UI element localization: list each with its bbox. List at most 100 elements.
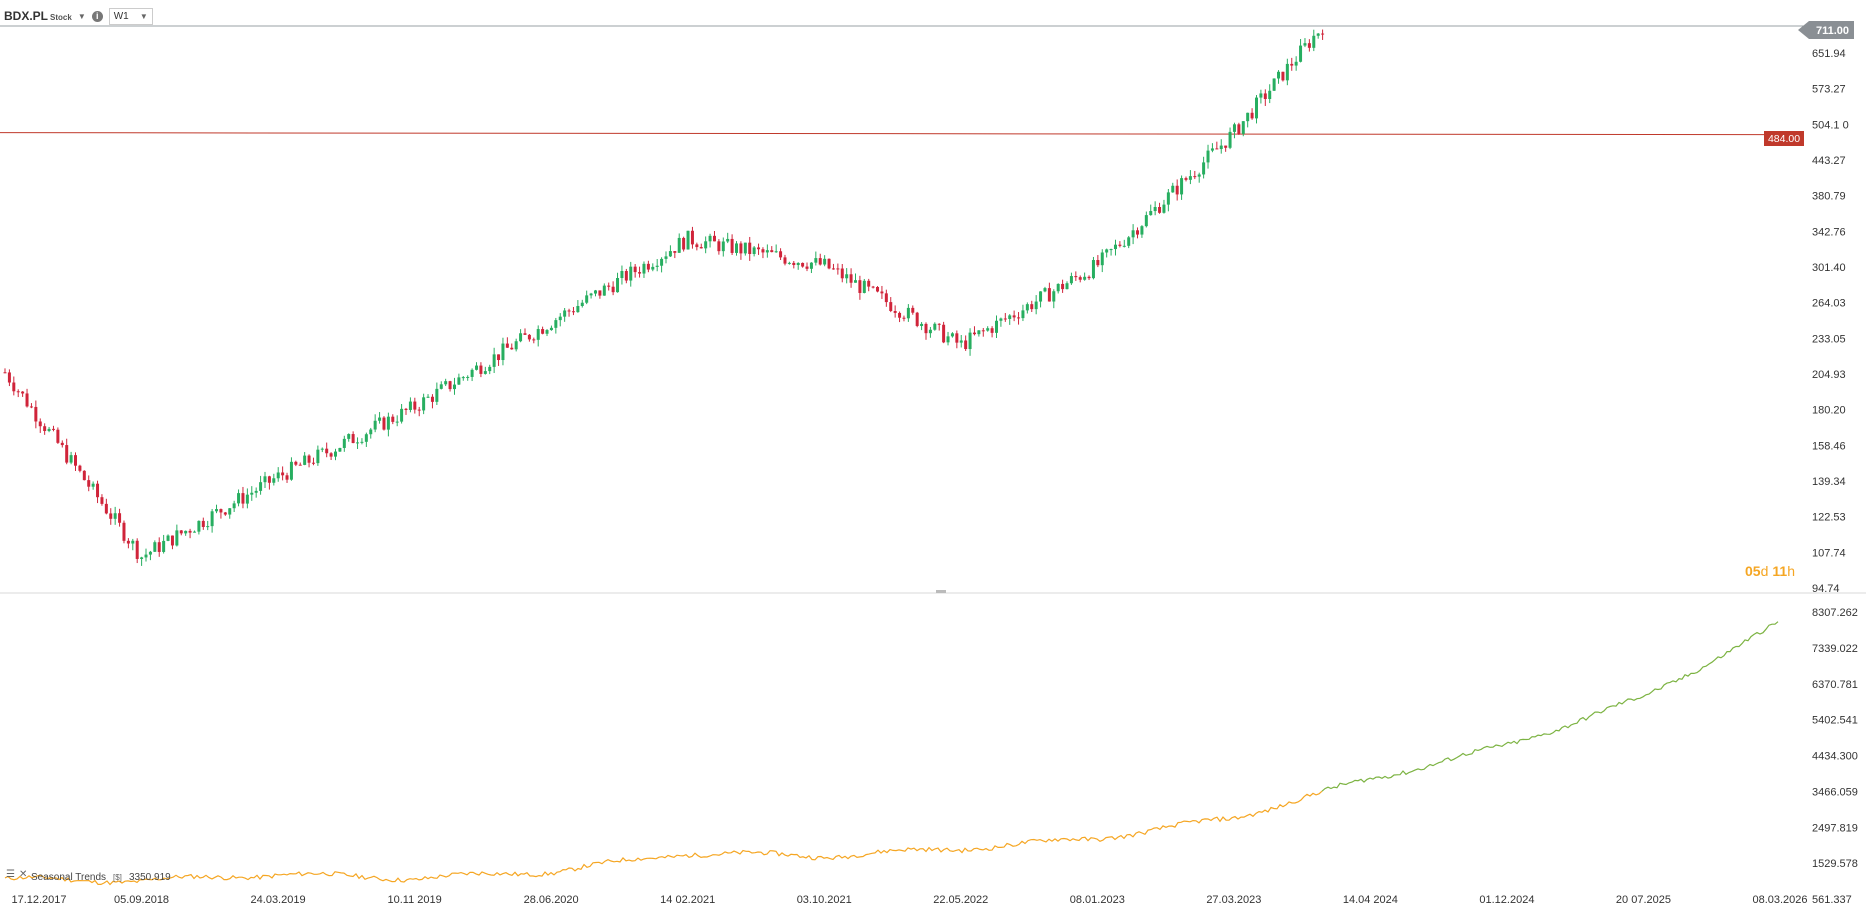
candle-body: [7, 372, 11, 383]
candle-body: [140, 557, 144, 559]
candle-body: [223, 512, 227, 515]
candle-body: [505, 343, 509, 348]
candle-body: [673, 251, 677, 253]
candle-body: [206, 526, 210, 528]
candle-body: [1162, 204, 1166, 213]
info-icon[interactable]: i: [91, 10, 103, 22]
candle-body: [1083, 276, 1087, 280]
candle-body: [536, 329, 540, 340]
candle-body: [1025, 304, 1029, 311]
candle-body: [1074, 276, 1078, 278]
candle-body: [316, 449, 320, 464]
candle-body: [1149, 211, 1153, 216]
candle-body: [1254, 97, 1258, 119]
candle-body: [519, 333, 523, 342]
candle-body: [400, 408, 404, 422]
candle-body: [801, 262, 805, 267]
candle-body: [840, 268, 844, 279]
time-axis[interactable]: 17.12.2017 05.09.2018 24.03.2019 10.11 2019…: [11, 894, 1807, 906]
time-axis-tick: 08.01.2023: [1070, 894, 1125, 906]
candle-body: [1175, 185, 1179, 195]
pane-resize-handle[interactable]: [936, 590, 946, 593]
candle-body: [928, 329, 932, 334]
candle-body: [285, 475, 289, 480]
candle-body: [558, 316, 562, 321]
candle-body: [448, 381, 452, 390]
candle-body: [175, 530, 179, 546]
last-price-value: 711.00: [1816, 25, 1849, 37]
symbol-label[interactable]: BDX.PL Stock: [4, 9, 72, 23]
candle-body: [514, 341, 518, 350]
time-axis-tick: 20 07.2025: [1616, 894, 1671, 906]
candle-body: [1197, 174, 1201, 177]
candle-body: [730, 238, 734, 253]
candle-body: [1008, 315, 1012, 319]
candle-body: [549, 327, 553, 331]
candle-body: [1210, 148, 1214, 151]
candle-body: [311, 462, 315, 464]
price-axis[interactable]: 711.00 484.00 651.94 573.27 504.1 0 443.27 3…: [1764, 21, 1858, 906]
candle-body: [1277, 71, 1281, 79]
candle-body: [197, 520, 201, 532]
indicator-close-icon[interactable]: ✕: [19, 869, 27, 880]
chevron-down-icon: ▼: [139, 11, 148, 21]
candle-body: [787, 262, 791, 264]
candle-body: [717, 241, 721, 252]
indicator-settings-icon[interactable]: ☰: [6, 869, 15, 880]
candle-body: [87, 480, 91, 487]
horizontal-level-line[interactable]: [0, 132, 1765, 136]
candle-body: [1105, 249, 1109, 253]
candle-body: [78, 465, 82, 471]
candle-body: [1017, 317, 1021, 319]
candle-body: [831, 268, 835, 270]
indicator-value: 3350.919: [129, 872, 171, 883]
candle-body: [664, 256, 668, 259]
candle-body: [796, 262, 800, 266]
candle-body: [488, 366, 492, 372]
candle-body: [699, 247, 703, 249]
candle-body: [708, 235, 712, 242]
candle-body: [298, 464, 302, 466]
candle-body: [585, 295, 589, 303]
candle-body: [686, 230, 690, 250]
level-price-badge[interactable]: [1764, 131, 1804, 146]
candle-body: [60, 442, 64, 446]
time-axis-tick: 10.11 2019: [387, 894, 441, 906]
candle-body: [1140, 226, 1144, 235]
candle-body: [739, 243, 743, 254]
candle-body: [523, 333, 527, 335]
symbol-dropdown-icon[interactable]: ▼: [77, 11, 86, 21]
candle-body: [1153, 206, 1157, 212]
candle-body: [889, 302, 893, 312]
candle-body: [946, 336, 950, 343]
candle-body: [898, 312, 902, 318]
candle-body: [65, 445, 69, 463]
candle-body: [179, 530, 183, 534]
candle-body: [21, 391, 25, 394]
candle-body: [757, 247, 761, 250]
time-axis-tick: 01.12.2024: [1479, 894, 1534, 906]
candle-body: [770, 250, 774, 253]
timeframe-select[interactable]: W1 ▼: [108, 7, 153, 25]
candle-body: [1052, 291, 1056, 302]
candle-body: [704, 241, 708, 249]
candle-body: [188, 530, 192, 533]
time-axis-tick: 05.09.2018: [114, 894, 169, 906]
candle-body: [1118, 244, 1122, 246]
candle-body: [911, 307, 915, 313]
candlestick-series: [3, 29, 1325, 566]
candle-body: [779, 251, 783, 258]
price-axis-tick: 443.27: [1812, 155, 1846, 167]
symbol-type-label: Stock: [50, 13, 72, 22]
candle-body: [360, 441, 364, 443]
candle-body: [241, 493, 245, 504]
candle-body: [307, 455, 311, 463]
time-axis-tick: 08.03.2026: [1752, 894, 1807, 906]
candle-body: [814, 258, 818, 263]
candle-body: [646, 263, 650, 270]
candle-body: [527, 334, 531, 340]
price-axis-tick: 122.53: [1812, 512, 1846, 524]
trend-axis-tick: 2497.819: [1812, 822, 1858, 834]
candle-body: [616, 278, 620, 293]
